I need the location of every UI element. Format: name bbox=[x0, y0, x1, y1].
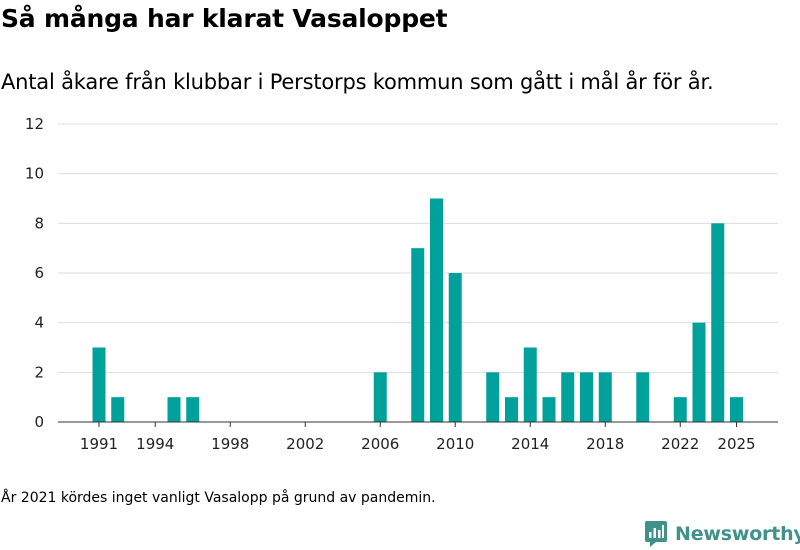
bar-2022 bbox=[673, 397, 687, 422]
bar-2006 bbox=[373, 372, 387, 422]
y-tick-label: 0 bbox=[34, 413, 44, 431]
bar-2017 bbox=[580, 372, 593, 422]
y-axis-ticks: 0 2 4 6 8 10 12 bbox=[25, 115, 44, 431]
x-tick-label: 2025 bbox=[717, 435, 755, 453]
bars bbox=[92, 198, 743, 422]
bar-2010 bbox=[448, 273, 462, 422]
bar-2025 bbox=[730, 397, 743, 422]
x-tick-label: 2006 bbox=[361, 435, 399, 453]
bar-2020 bbox=[636, 372, 650, 422]
chart-title: Så många har klarat Vasaloppet bbox=[1, 4, 448, 33]
y-tick-label: 8 bbox=[34, 214, 44, 232]
bar-1996 bbox=[186, 397, 200, 422]
chart-subtitle: Antal åkare från klubbar i Perstorps kom… bbox=[1, 70, 714, 94]
brand-logo: Newsworthy bbox=[645, 519, 800, 549]
y-tick-label: 4 bbox=[34, 314, 44, 332]
x-tick-label: 1998 bbox=[211, 435, 249, 453]
bar-2016 bbox=[561, 372, 575, 422]
bar-2018 bbox=[598, 372, 612, 422]
brand-name: Newsworthy bbox=[675, 523, 800, 545]
newsworthy-logo-icon bbox=[645, 521, 667, 547]
x-axis-ticks: 1991 1994 1998 2002 2006 2010 2014 2018 2022 2025 bbox=[80, 422, 756, 453]
bar-2009 bbox=[430, 198, 443, 422]
x-tick-label: 2014 bbox=[511, 435, 549, 453]
bar-2008 bbox=[411, 248, 425, 422]
bar-2024 bbox=[711, 223, 725, 422]
bar-2013 bbox=[505, 397, 518, 422]
y-tick-label: 2 bbox=[34, 363, 44, 381]
bar-2015 bbox=[542, 397, 556, 422]
x-tick-label: 2010 bbox=[436, 435, 474, 453]
y-tick-label: 6 bbox=[34, 264, 44, 282]
x-tick-label: 2018 bbox=[586, 435, 624, 453]
bar-1995 bbox=[167, 397, 181, 422]
footnote: År 2021 kördes inget vanligt Vasalopp på… bbox=[1, 490, 436, 506]
bar-1991 bbox=[92, 347, 106, 422]
y-tick-label: 10 bbox=[25, 165, 44, 183]
x-tick-label: 2022 bbox=[661, 435, 699, 453]
x-tick-label: 1994 bbox=[136, 435, 174, 453]
bar-2014 bbox=[523, 347, 537, 422]
bar-1992 bbox=[111, 397, 125, 422]
x-tick-label: 1991 bbox=[80, 435, 118, 453]
y-tick-label: 12 bbox=[25, 115, 44, 133]
x-tick-label: 2002 bbox=[286, 435, 324, 453]
bar-2012 bbox=[486, 372, 500, 422]
bar-2023 bbox=[692, 322, 706, 422]
